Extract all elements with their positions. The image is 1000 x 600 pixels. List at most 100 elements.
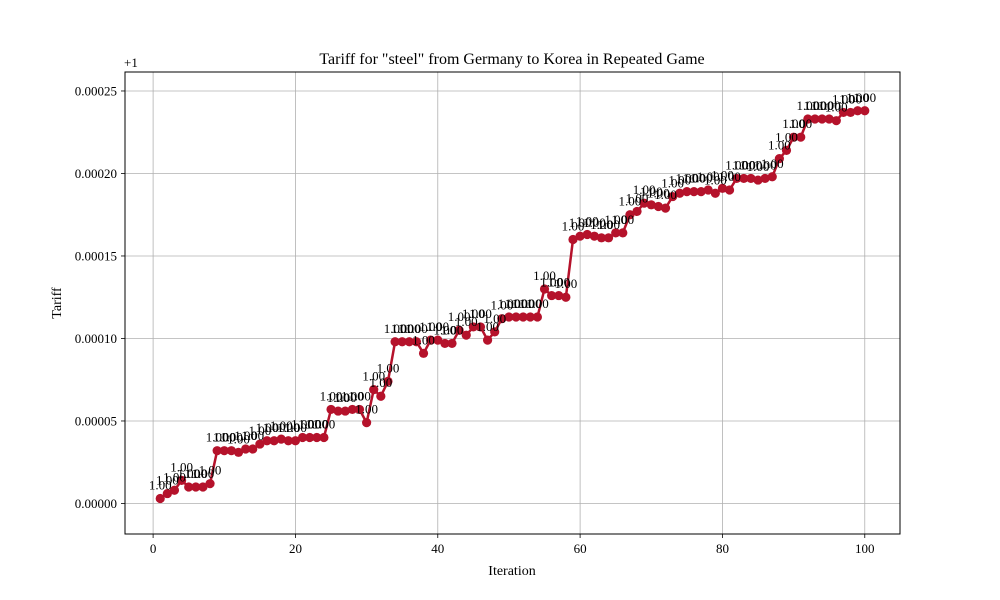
data-point <box>803 114 813 124</box>
data-point <box>198 482 208 492</box>
data-point <box>632 206 642 217</box>
data-label: 1.00 <box>377 360 400 375</box>
data-point <box>468 322 478 332</box>
x-tick-label: 80 <box>716 541 729 556</box>
data-point <box>845 107 856 118</box>
data-point <box>853 106 863 116</box>
data-point <box>596 233 607 243</box>
data-points <box>155 106 870 504</box>
chart-title: Tariff for "steel" from Germany to Korea… <box>319 51 704 68</box>
data-label: 1.00 <box>313 416 336 431</box>
data-point <box>824 114 834 124</box>
data-label: 1.00 <box>711 167 734 182</box>
data-point <box>561 292 571 302</box>
data-label: 1.00 <box>192 466 215 481</box>
data-label: 1.00 <box>668 172 691 187</box>
data-point <box>603 233 614 243</box>
data-label: 1.00 <box>554 276 577 291</box>
data-point <box>511 312 521 322</box>
data-point <box>668 191 678 202</box>
data-label: 1.00 <box>455 314 478 329</box>
data-point <box>653 201 663 212</box>
data-label: 1.00 <box>398 321 421 336</box>
data-label: 1.00 <box>590 217 613 232</box>
data-label: 1.00 <box>526 296 549 311</box>
data-point <box>724 185 735 195</box>
data-label: 1.00 <box>569 215 592 230</box>
data-label: 1.00 <box>747 159 770 174</box>
data-point <box>290 436 301 446</box>
data-point <box>539 284 550 294</box>
data-point <box>646 200 656 210</box>
data-label: 1.00 <box>469 306 492 321</box>
data-label: 1.00 <box>796 98 819 113</box>
x-axis-label: Iteration <box>488 564 535 579</box>
data-label: 1.00 <box>448 309 471 324</box>
x-axis-ticks: 0 20 40 60 80 100 <box>150 534 875 556</box>
data-point <box>554 290 564 301</box>
data-point <box>860 106 870 116</box>
data-label: 1.00 <box>789 116 812 131</box>
data-label: 1.00 <box>341 388 364 403</box>
data-point <box>340 406 350 416</box>
data-point <box>447 338 457 349</box>
y-tick-label: 0.00005 <box>75 413 117 428</box>
data-point <box>475 322 486 332</box>
x-tick-label: 60 <box>574 541 587 556</box>
data-label: 1.00 <box>732 157 755 172</box>
data-label: 1.00 <box>825 100 848 115</box>
data-point <box>233 447 244 457</box>
data-point <box>347 404 357 415</box>
data-label: 1.00 <box>675 171 698 186</box>
data-point <box>333 406 343 416</box>
data-point <box>297 432 308 443</box>
data-label: 1.00 <box>284 420 307 435</box>
y-tick-label: 0.00015 <box>75 248 117 263</box>
data-label: 1.00 <box>334 390 357 405</box>
data-point <box>760 173 770 184</box>
data-label: 1.00 <box>348 388 371 403</box>
data-point <box>162 488 172 499</box>
data-label: 1.00 <box>640 184 663 199</box>
data-label: 1.00 <box>533 268 556 283</box>
data-label: 1.00 <box>740 157 763 172</box>
data-label: 1.00 <box>782 116 805 131</box>
data-label: 1.00 <box>405 321 428 336</box>
data-label: 1.00 <box>270 418 293 433</box>
data-point <box>482 335 493 345</box>
data-label: 1.00 <box>305 416 328 431</box>
data-point <box>262 436 272 446</box>
data-point <box>312 432 322 443</box>
data-label: 1.00 <box>327 390 350 405</box>
data-point <box>454 325 464 335</box>
data-label: 1.00 <box>213 430 236 445</box>
data-label: 1.00 <box>298 416 321 431</box>
data-label: 1.00 <box>277 420 300 435</box>
data-label: 1.00 <box>697 169 720 184</box>
data-label: 1.00 <box>441 322 464 337</box>
data-point <box>696 187 706 197</box>
data-point <box>404 337 414 347</box>
data-point <box>625 210 635 220</box>
data-point <box>433 335 443 345</box>
data-point <box>255 439 265 449</box>
data-point <box>305 432 315 443</box>
y-tick-label: 0.00000 <box>75 496 117 511</box>
data-point <box>155 493 165 504</box>
data-label: 1.00 <box>320 388 343 403</box>
data-label: 1.00 <box>184 466 207 481</box>
data-point <box>767 172 777 182</box>
data-point <box>191 482 201 492</box>
data-label: 1.00 <box>583 215 606 230</box>
data-label: 1.00 <box>761 156 784 171</box>
data-point <box>390 337 400 347</box>
data-label: 1.00 <box>256 420 279 435</box>
y-axis-ticks: 0.00000 0.00005 0.00010 0.00015 0.00020 0.000… <box>75 83 125 511</box>
data-label: 1.00 <box>768 138 791 153</box>
data-point <box>703 185 713 195</box>
data-point <box>838 107 849 118</box>
data-label: 1.00 <box>505 296 528 311</box>
plot-area-frame <box>124 71 901 535</box>
data-point <box>184 482 194 492</box>
